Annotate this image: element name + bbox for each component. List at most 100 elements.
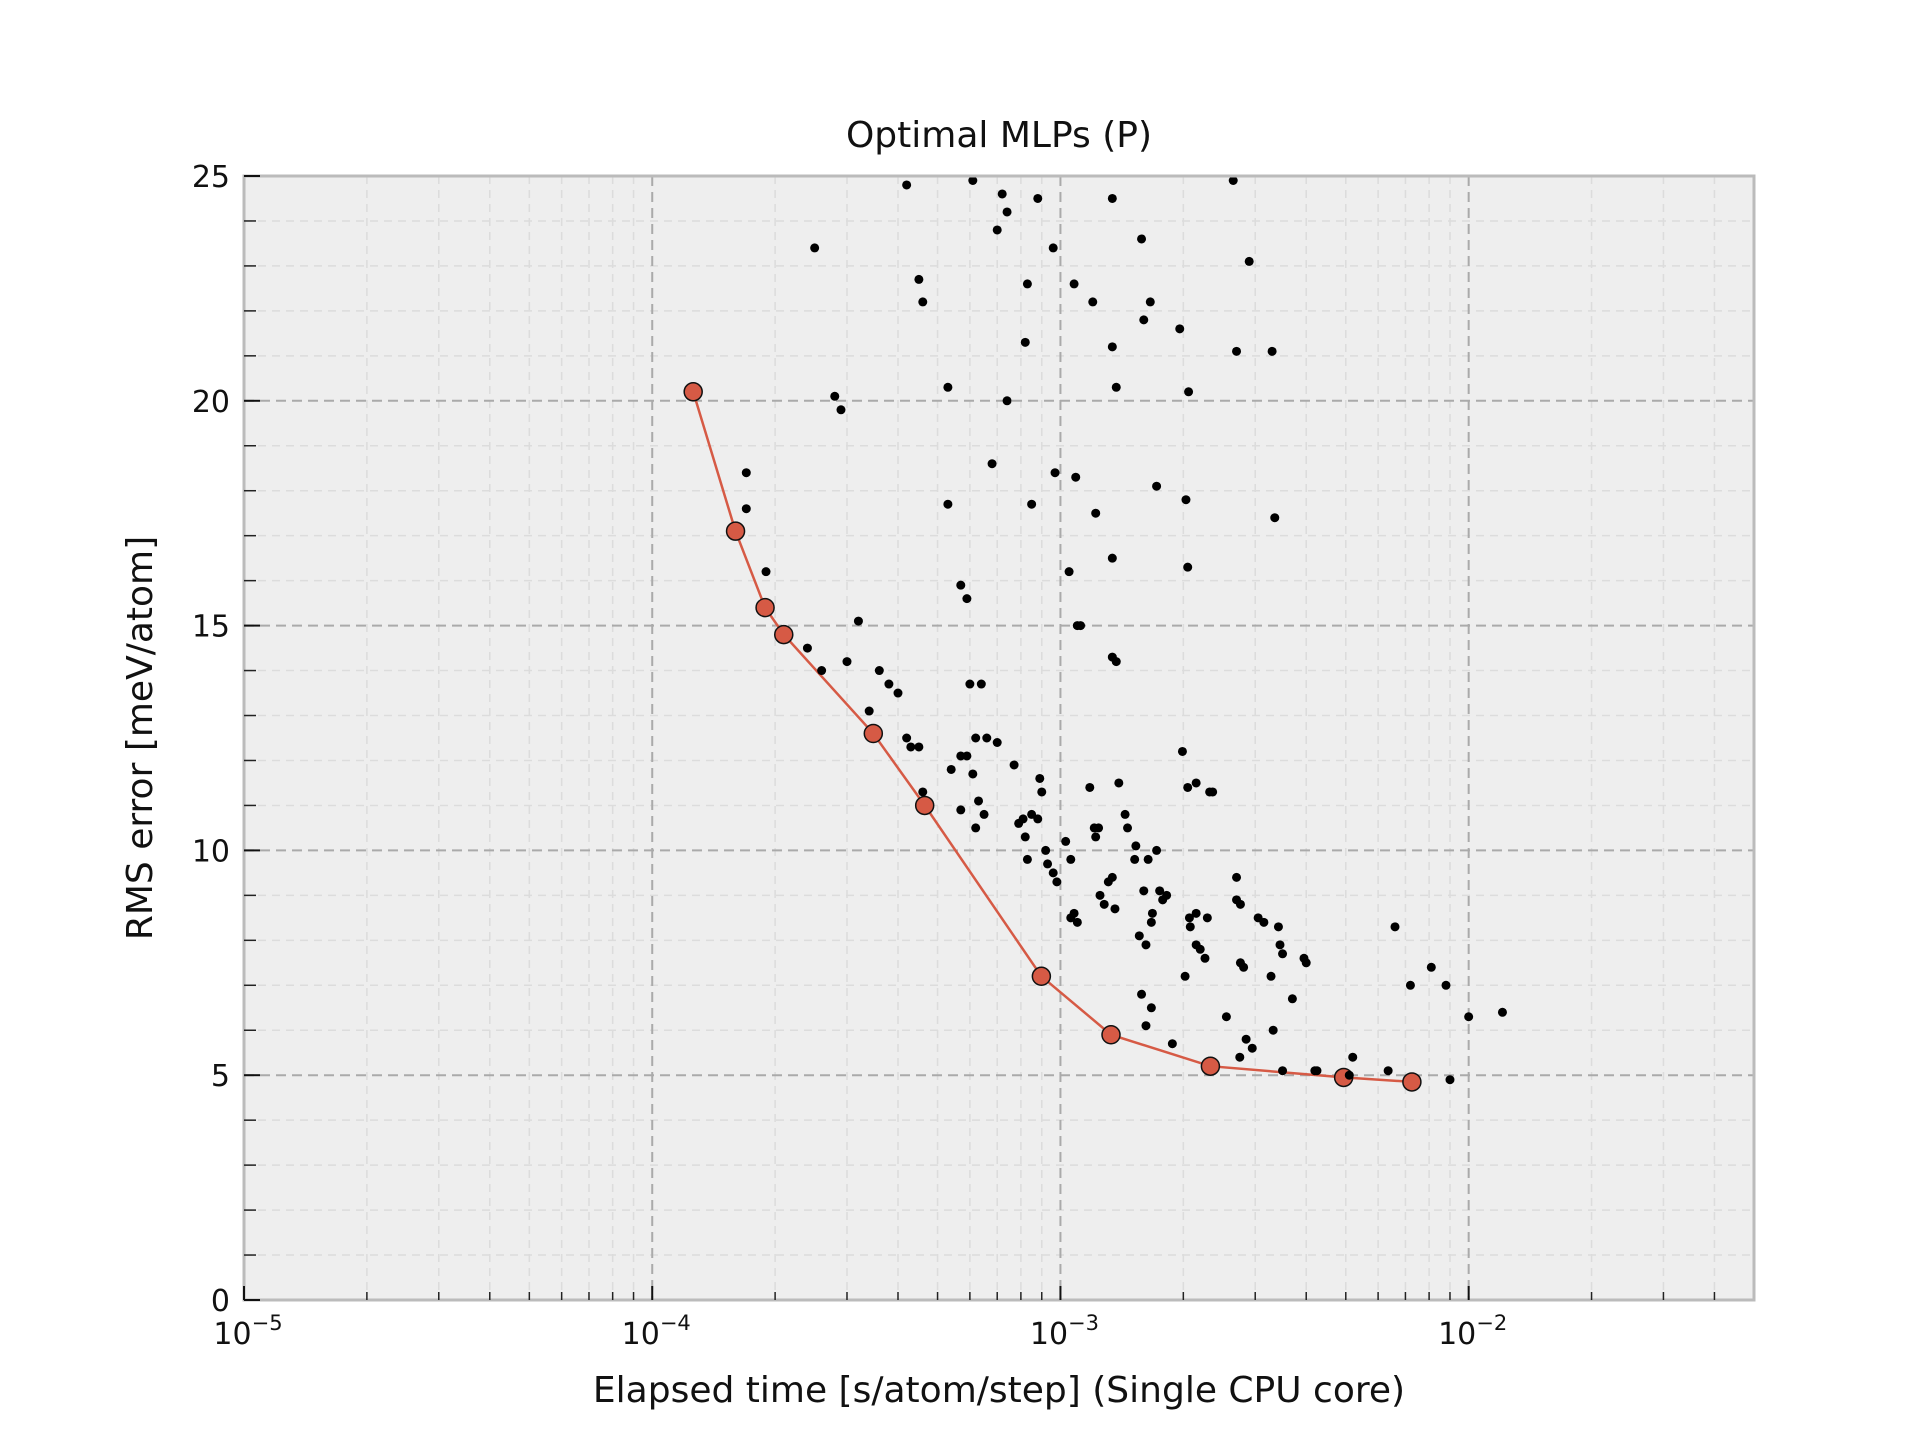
- data-point: [1123, 823, 1133, 833]
- data-point: [1348, 1052, 1358, 1062]
- data-point: [1185, 922, 1195, 932]
- data-point: [1130, 854, 1140, 864]
- data-point: [1267, 346, 1277, 356]
- data-point: [1107, 872, 1117, 882]
- data-point: [1146, 1003, 1156, 1013]
- data-point: [1069, 908, 1079, 918]
- data-point: [1208, 787, 1218, 797]
- data-point: [968, 769, 978, 779]
- data-point: [1152, 845, 1162, 855]
- pareto-point: [1031, 966, 1052, 987]
- data-point: [1241, 1034, 1251, 1044]
- data-point: [1072, 917, 1082, 927]
- data-point: [1022, 854, 1032, 864]
- data-point: [1064, 567, 1074, 577]
- data-point: [1202, 913, 1212, 923]
- pareto-point: [863, 723, 884, 744]
- data-point: [1405, 980, 1415, 990]
- data-point: [1048, 868, 1058, 878]
- data-point: [962, 751, 972, 761]
- data-point: [1221, 1012, 1231, 1022]
- data-point: [1273, 922, 1283, 932]
- data-point: [853, 616, 863, 626]
- data-point: [1441, 980, 1451, 990]
- y-tick-label: 25: [192, 160, 230, 195]
- pareto-point: [1101, 1024, 1121, 1045]
- data-point: [1259, 917, 1269, 927]
- data-point: [1137, 989, 1147, 999]
- data-point: [1191, 778, 1201, 788]
- data-point: [971, 823, 981, 833]
- y-tick-labels: 0 5 10 15 20 25: [192, 160, 230, 1319]
- data-point: [1235, 899, 1245, 909]
- data-point: [1275, 940, 1285, 950]
- data-point: [1162, 890, 1172, 900]
- data-point: [1002, 396, 1012, 406]
- data-point: [1287, 994, 1297, 1004]
- data-point: [1069, 279, 1079, 289]
- data-point: [1002, 207, 1012, 217]
- data-point: [1183, 782, 1193, 792]
- data-point: [1167, 1039, 1177, 1049]
- data-point: [1061, 836, 1071, 846]
- data-point: [1232, 872, 1242, 882]
- data-point: [979, 809, 989, 819]
- data-point: [1020, 832, 1030, 842]
- axis-ticks: [243, 175, 1716, 1301]
- pareto-point: [1200, 1056, 1221, 1076]
- data-point: [1464, 1012, 1474, 1022]
- data-point: [965, 679, 975, 689]
- data-point: [1180, 971, 1190, 981]
- data-point: [914, 742, 924, 752]
- data-point: [971, 733, 981, 743]
- plot-frame: [242, 174, 1756, 1302]
- data-point: [1152, 481, 1162, 491]
- data-point: [817, 666, 827, 676]
- data-point: [1195, 944, 1205, 954]
- data-point: [1114, 778, 1124, 788]
- data-point: [906, 742, 916, 752]
- data-point: [1091, 508, 1101, 518]
- data-point: [1266, 971, 1276, 981]
- plot-area: [244, 176, 1754, 1300]
- data-point: [864, 706, 874, 716]
- data-point: [1228, 175, 1238, 185]
- data-point: [1088, 297, 1098, 307]
- pareto-point: [914, 795, 935, 816]
- data-point: [1091, 832, 1101, 842]
- data-point: [1445, 1075, 1455, 1085]
- data-point: [1111, 382, 1121, 392]
- data-point: [1301, 958, 1311, 968]
- data-point: [962, 594, 972, 604]
- data-point: [1020, 337, 1030, 347]
- data-point: [1184, 387, 1194, 397]
- data-point: [1022, 279, 1032, 289]
- data-point: [1052, 877, 1062, 887]
- data-point: [976, 679, 986, 689]
- data-point: [956, 805, 966, 815]
- x-tick-label: 10−3: [1030, 1311, 1099, 1352]
- data-point: [1037, 787, 1047, 797]
- data-point: [1041, 845, 1051, 855]
- y-tick-label: 5: [211, 1059, 230, 1094]
- data-point: [1033, 814, 1043, 824]
- data-point: [1247, 1043, 1257, 1053]
- candidate-points-series: [741, 175, 1507, 1085]
- data-point: [741, 468, 751, 478]
- x-axis-label: Elapsed time [s/atom/step] (Single CPU c…: [593, 1370, 1405, 1411]
- data-point: [992, 737, 1002, 747]
- y-tick-label: 0: [211, 1284, 230, 1319]
- data-point: [1099, 899, 1109, 909]
- x-tick-label: 10−2: [1438, 1311, 1507, 1352]
- data-point: [1200, 953, 1210, 963]
- data-point: [842, 657, 852, 667]
- data-point: [974, 796, 984, 806]
- data-point: [1312, 1066, 1322, 1076]
- data-point: [1050, 468, 1060, 478]
- data-point: [1383, 1066, 1393, 1076]
- data-point: [893, 688, 903, 698]
- data-point: [1076, 621, 1086, 631]
- data-point: [956, 580, 966, 590]
- data-point: [1137, 234, 1147, 244]
